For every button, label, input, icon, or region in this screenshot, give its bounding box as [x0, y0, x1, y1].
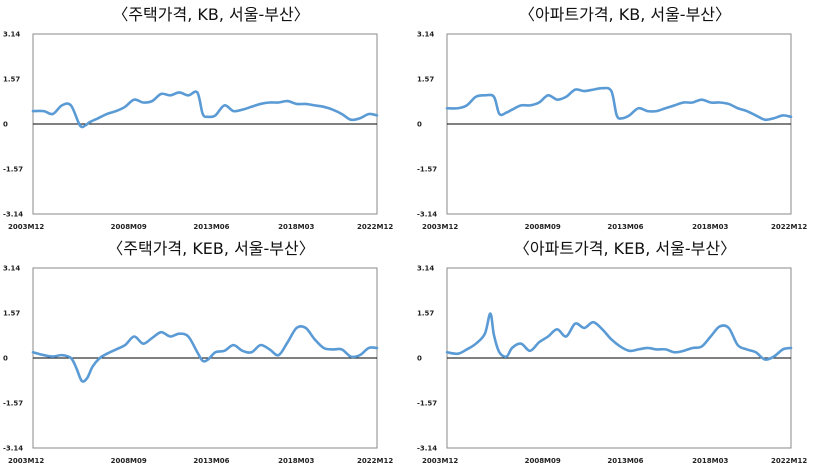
y-tick-label: -3.14 — [417, 211, 437, 219]
x-tick-label: 2008M09 — [525, 223, 561, 231]
chart-svg: 〈아파트가격, KB, 서울-부산〉 3.14 1.57 0 -1.57 -3.14 200… — [417, 5, 807, 231]
chart-panel: 〈아파트가격, KB, 서울-부산〉 3.14 1.57 0 -1.57 -3.14 200… — [414, 0, 827, 233]
x-tick-label: 2003M12 — [422, 223, 458, 231]
x-tick-label: 2022M12 — [357, 457, 393, 465]
y-tick-label: 0 — [3, 121, 8, 129]
y-tick-label: -3.14 — [3, 211, 23, 219]
x-tick-label: 2003M12 — [8, 457, 44, 465]
y-tick-label: -3.14 — [3, 445, 23, 453]
series-line — [445, 312, 793, 361]
series-line — [445, 86, 793, 122]
series-line — [31, 90, 379, 129]
y-tick-label: -1.57 — [3, 166, 23, 174]
x-tick-label: 2008M09 — [111, 457, 147, 465]
x-tick-label: 2003M12 — [422, 457, 458, 465]
x-tick-label: 2013M06 — [193, 223, 229, 231]
x-tick-label: 2018M03 — [278, 457, 314, 465]
x-tick-label: 2018M03 — [278, 223, 314, 231]
y-tick-label: 0 — [417, 355, 422, 363]
chart-panel: 〈아파트가격, KEB, 서울-부산〉 3.14 1.57 0 -1.57 -3.14 20… — [414, 234, 827, 467]
y-tick-label: 1.57 — [417, 310, 434, 318]
y-tick-label: -1.57 — [417, 400, 437, 408]
chart-panel: 〈주택가격, KB, 서울-부산〉 3.14 1.57 0 -1.57 -3.14 2003… — [0, 0, 413, 233]
chart-title: 〈주택가격, KB, 서울-부산〉 — [112, 5, 309, 24]
x-tick-label: 2022M12 — [357, 223, 393, 231]
chart-title: 〈아파트가격, KB, 서울-부산〉 — [519, 5, 731, 24]
y-tick-label: 1.57 — [3, 310, 20, 318]
y-tick-label: 3.14 — [3, 31, 20, 39]
x-tick-label: 2022M12 — [771, 223, 807, 231]
x-tick-label: 2013M06 — [607, 457, 643, 465]
y-tick-label: -1.57 — [417, 166, 437, 174]
chart-title: 〈아파트가격, KEB, 서울-부산〉 — [514, 239, 736, 258]
y-tick-label: 3.14 — [3, 265, 20, 273]
y-tick-label: 1.57 — [3, 76, 20, 84]
y-tick-label: 0 — [417, 121, 422, 129]
x-tick-label: 2013M06 — [607, 223, 643, 231]
chart-svg: 〈주택가격, KEB, 서울-부산〉 3.14 1.57 0 -1.57 -3.14 200… — [3, 239, 393, 465]
chart-title: 〈주택가격, KEB, 서울-부산〉 — [107, 239, 314, 258]
x-tick-label: 2018M03 — [692, 457, 728, 465]
chart-svg: 〈주택가격, KB, 서울-부산〉 3.14 1.57 0 -1.57 -3.14 2003… — [3, 5, 393, 231]
y-tick-label: 0 — [3, 355, 8, 363]
y-tick-label: -1.57 — [3, 400, 23, 408]
x-tick-label: 2003M12 — [8, 223, 44, 231]
y-tick-label: 3.14 — [417, 31, 434, 39]
chart-svg: 〈아파트가격, KEB, 서울-부산〉 3.14 1.57 0 -1.57 -3.14 20… — [417, 239, 807, 465]
y-tick-label: 1.57 — [417, 76, 434, 84]
y-tick-label: -3.14 — [417, 445, 437, 453]
x-tick-label: 2013M06 — [193, 457, 229, 465]
x-tick-label: 2022M12 — [771, 457, 807, 465]
series-line — [31, 324, 379, 383]
chart-panel: 〈주택가격, KEB, 서울-부산〉 3.14 1.57 0 -1.57 -3.14 200… — [0, 234, 413, 467]
x-tick-label: 2018M03 — [692, 223, 728, 231]
x-tick-label: 2008M09 — [525, 457, 561, 465]
x-tick-label: 2008M09 — [111, 223, 147, 231]
y-tick-label: 3.14 — [417, 265, 434, 273]
